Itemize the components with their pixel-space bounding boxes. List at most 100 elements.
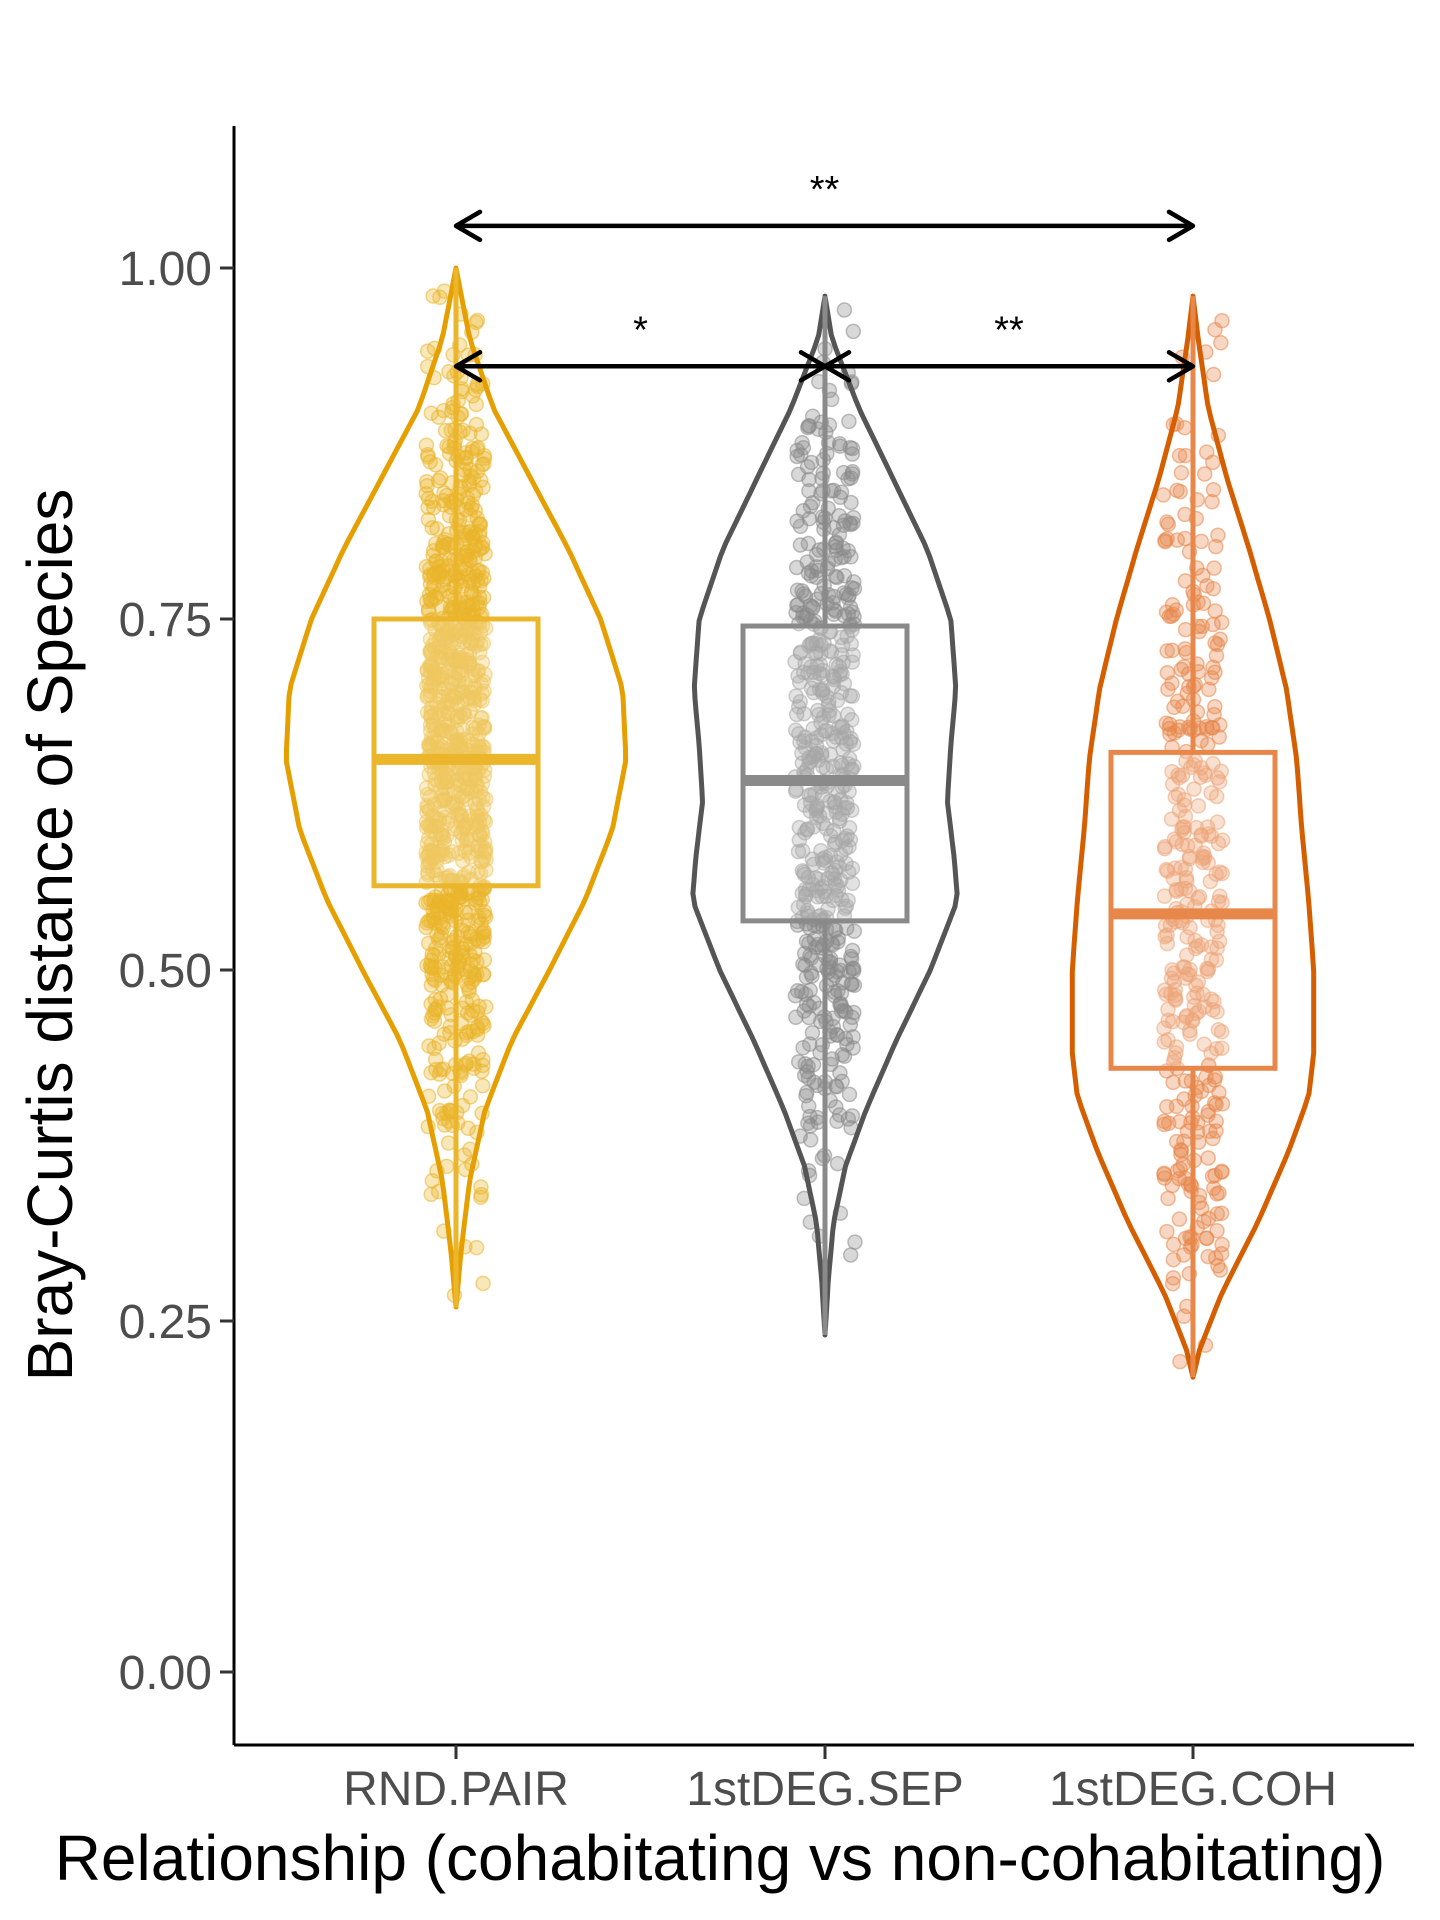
- data-point: [1213, 335, 1229, 351]
- data-point: [1160, 1190, 1176, 1207]
- data-point: [462, 425, 478, 442]
- data-point: [469, 595, 485, 611]
- data-point: [792, 518, 809, 535]
- data-point: [801, 418, 818, 434]
- data-point: [462, 1089, 479, 1105]
- data-point: [423, 892, 439, 908]
- data-point: [846, 574, 862, 590]
- data-point: [809, 1109, 825, 1126]
- data-point: [835, 540, 851, 556]
- data-point: [1176, 1133, 1192, 1150]
- significance-label: *: [633, 309, 648, 351]
- data-point: [1157, 532, 1173, 549]
- comparison-1stDEG.SEP-1stDEG.COH: **: [822, 309, 1196, 383]
- data-point: [430, 409, 447, 425]
- data-point: [803, 965, 819, 981]
- data-point: [1207, 698, 1223, 715]
- data-point: [827, 967, 843, 984]
- data-point: [471, 909, 487, 926]
- data-point: [842, 1247, 859, 1263]
- data-point: [427, 1001, 444, 1017]
- x-tick-label: 1stDEG.SEP: [686, 1763, 963, 1816]
- data-point: [1207, 321, 1223, 338]
- data-point: [475, 479, 491, 496]
- data-point: [423, 1186, 439, 1203]
- data-point: [804, 1025, 821, 1041]
- y-tick-label: 1.00: [119, 243, 212, 296]
- data-point: [1156, 1170, 1173, 1186]
- data-point: [832, 489, 849, 506]
- data-point: [1193, 533, 1210, 550]
- data-point: [460, 1120, 476, 1137]
- data-point: [844, 440, 861, 457]
- data-point: [802, 1132, 819, 1148]
- data-point: [425, 288, 441, 304]
- data-point: [841, 413, 857, 430]
- data-point: [471, 644, 488, 661]
- data-point: [1177, 573, 1194, 589]
- data-point: [1172, 1161, 1188, 1177]
- significance-label: **: [994, 309, 1024, 351]
- data-point: [1204, 719, 1220, 736]
- data-point: [1209, 1206, 1225, 1222]
- data-point: [420, 449, 436, 465]
- data-point: [465, 529, 481, 545]
- data-point: [845, 323, 862, 340]
- data-point: [844, 942, 861, 959]
- data-point: [1160, 516, 1177, 533]
- data-point: [475, 1057, 491, 1074]
- data-point: [847, 1234, 863, 1250]
- y-axis-ticks: 0.00 0.25 0.50 0.75 1.00: [119, 243, 234, 1700]
- data-point: [437, 1117, 453, 1133]
- data-point: [1207, 664, 1223, 681]
- data-point: [420, 511, 437, 528]
- data-point: [790, 1054, 807, 1070]
- data-point: [1164, 1275, 1181, 1292]
- data-point: [827, 922, 844, 939]
- data-point: [826, 606, 842, 623]
- data-point: [798, 933, 815, 950]
- data-point: [462, 936, 479, 952]
- data-point: [1204, 494, 1220, 510]
- data-point: [1213, 614, 1230, 631]
- data-point: [1199, 1230, 1215, 1247]
- y-tick-label: 0.75: [119, 594, 212, 647]
- data-point: [1201, 681, 1217, 698]
- data-point: [468, 1239, 485, 1256]
- data-point: [835, 464, 852, 481]
- data-point: [432, 470, 449, 486]
- data-point: [1205, 580, 1222, 597]
- data-point: [461, 983, 477, 999]
- data-point: [1205, 1130, 1221, 1147]
- boxplot-RND.PAIR: [371, 268, 541, 1307]
- y-axis-title: Bray-Curtis distance of Species: [14, 489, 86, 1382]
- jitter-points: [418, 283, 1231, 1370]
- box-iqr: [371, 616, 541, 889]
- significance-label: **: [810, 169, 840, 211]
- data-point: [1198, 444, 1215, 460]
- data-point: [829, 1113, 845, 1130]
- data-point: [474, 539, 491, 555]
- data-point: [428, 1061, 444, 1078]
- boxplot-1stDEG.COH: [1108, 296, 1278, 1378]
- data-point: [422, 567, 439, 583]
- data-point: [1210, 527, 1226, 543]
- data-point: [469, 510, 486, 527]
- data-point: [1199, 736, 1216, 753]
- data-point: [1208, 647, 1225, 664]
- data-point: [423, 593, 440, 609]
- data-point: [831, 507, 848, 524]
- data-point: [1158, 604, 1175, 620]
- data-point: [1171, 1211, 1188, 1227]
- data-point: [1171, 447, 1188, 464]
- data-point: [1155, 487, 1172, 503]
- data-point: [457, 904, 473, 921]
- data-point: [1158, 715, 1175, 731]
- data-point: [474, 456, 490, 473]
- data-point: [788, 559, 805, 576]
- data-point: [800, 1070, 817, 1086]
- x-tick-label: 1stDEG.COH: [1049, 1763, 1337, 1816]
- data-point: [1210, 1258, 1226, 1274]
- data-point: [473, 1179, 489, 1195]
